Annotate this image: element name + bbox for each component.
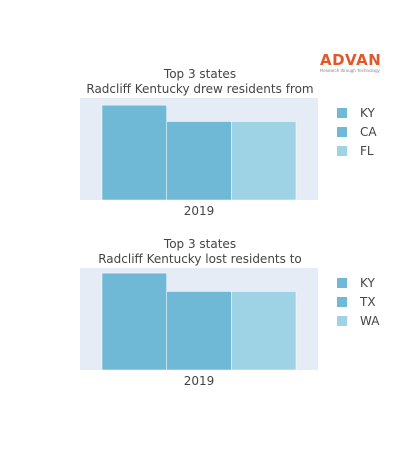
legend-label-ca: CA xyxy=(360,125,377,139)
legend-label-fl: FL xyxy=(360,144,374,158)
legend-label-tx: TX xyxy=(359,295,376,309)
chart-title-line-2: Radcliff Kentucky lost residents to xyxy=(98,252,302,266)
x-tick-label: 2019 xyxy=(184,374,215,388)
legend-swatch-tx xyxy=(337,297,347,307)
logo-tagline: Research through Technology xyxy=(320,68,380,73)
advan-logo: ADVAN Research through Technology xyxy=(320,52,390,74)
chart-title-line-1: Top 3 states xyxy=(163,237,236,251)
x-tick-label: 2019 xyxy=(184,204,215,218)
bar-ky[interactable] xyxy=(101,272,167,371)
legend-swatch-ca xyxy=(337,127,347,137)
legend-swatch-ky xyxy=(337,278,347,288)
bar-ca[interactable] xyxy=(166,121,232,201)
legend-label-ky: KY xyxy=(360,276,375,290)
bar-tx[interactable] xyxy=(166,291,232,371)
legend-swatch-fl xyxy=(337,146,347,156)
legend-swatch-wa xyxy=(337,316,347,326)
bar-wa[interactable] xyxy=(231,291,297,371)
chart-title-line-1: Top 3 states xyxy=(163,67,236,81)
bar-fl[interactable] xyxy=(231,121,297,201)
chart-title-line-2: Radcliff Kentucky drew residents from xyxy=(86,82,313,96)
logo-wordmark: ADVAN xyxy=(320,51,382,69)
legend-swatch-ky xyxy=(337,108,347,118)
bar-ky[interactable] xyxy=(101,104,167,201)
legend-label-wa: WA xyxy=(360,314,380,328)
legend-label-ky: KY xyxy=(360,106,375,120)
